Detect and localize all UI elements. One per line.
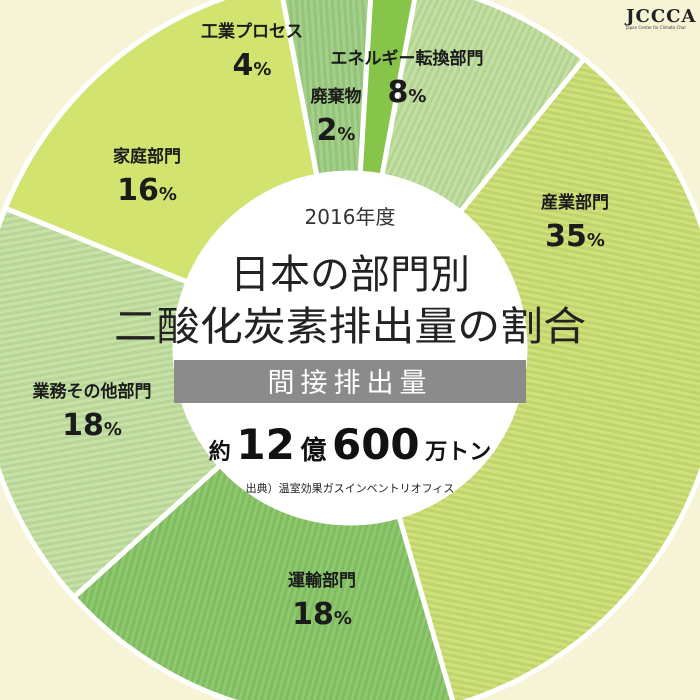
- slice-labels-group: エネルギー転換部門 8% 産業部門 35% 運輸部門 18% 業務その他部門 18% 家庭部門 1…: [33, 21, 610, 632]
- slice-value-2: 35%: [545, 219, 605, 254]
- slice-value-7: 2%: [317, 113, 356, 148]
- indirect-emissions-band: [174, 360, 526, 403]
- logo-text: JCCCA: [626, 6, 697, 27]
- total-prefix: 約: [209, 439, 231, 465]
- slice-value-4: 18%: [62, 408, 122, 443]
- total-number1: 12: [236, 420, 294, 469]
- slice-label-6: 工業プロセス: [201, 21, 303, 42]
- center-title-line2: 二酸化炭素排出量の割合: [114, 304, 586, 350]
- total-unit2: 万トン: [424, 440, 491, 465]
- source-note: 出典）温室効果ガスインベントリオフィス: [246, 481, 455, 495]
- donut-hole: [175, 173, 525, 523]
- slice-label-5: 家庭部門: [113, 146, 181, 167]
- slice-label-2: 産業部門: [541, 192, 609, 213]
- logo-subtitle: Japan Center for Climate Change Actions: [626, 25, 686, 30]
- total-number2: 600: [332, 420, 420, 469]
- jccca-logo: JCCCA Japan Center for Climate Change Ac…: [626, 6, 697, 30]
- slice-label-3: 運輸部門: [288, 570, 356, 591]
- indirect-emissions-label: 間接排出量: [268, 368, 433, 399]
- slice-value-6: 4%: [233, 48, 272, 83]
- slice-label-4: 業務その他部門: [33, 381, 152, 402]
- total-unit1: 億: [300, 436, 326, 466]
- center-title-line1: 日本の部門別: [230, 252, 470, 298]
- slice-value-3: 18%: [292, 597, 352, 632]
- slice-value-5: 16%: [117, 173, 177, 208]
- total-amount: 約 12 億 600 万トン: [209, 420, 491, 469]
- slice-label-7: 廃棄物: [311, 86, 362, 107]
- center-year: 2016年度: [305, 205, 396, 229]
- slice-label-1: エネルギー転換部門: [331, 48, 484, 69]
- slice-value-1: 8%: [388, 75, 427, 110]
